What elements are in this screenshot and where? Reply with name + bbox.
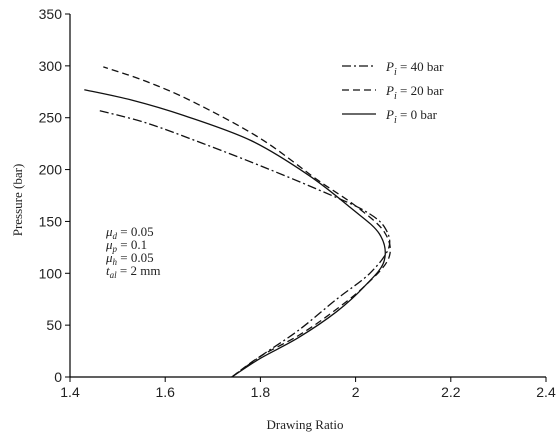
series-line-2 xyxy=(103,66,391,378)
x-ticks: 1.4 1.6 1.8 2 2.2 2.4 xyxy=(60,377,556,400)
x-axis-title: Drawing Ratio xyxy=(267,417,344,432)
legend-entry: Pi = 0 bar xyxy=(385,107,438,126)
parameter-annotation: μd = 0.05 xyxy=(105,224,154,241)
x-tick-label: 1.6 xyxy=(155,384,175,400)
plot-area xyxy=(69,14,546,378)
series-line-1 xyxy=(98,109,391,378)
parameter-annotation: μh = 0.05 xyxy=(105,250,154,267)
y-tick-label: 150 xyxy=(39,213,63,229)
x-tick-label: 1.8 xyxy=(251,384,271,400)
y-tick-label: 100 xyxy=(39,265,63,281)
y-ticks: 0 50 100 150 200 250 300 350 xyxy=(39,6,70,385)
parameter-annotation: μp = 0.1 xyxy=(105,237,147,254)
y-tick-label: 350 xyxy=(39,6,63,22)
x-tick-label: 2 xyxy=(352,384,360,400)
series-line-3 xyxy=(84,89,386,378)
x-tick-label: 2.4 xyxy=(536,384,556,400)
parameter-annotation: tal = 2 mm xyxy=(106,263,160,280)
series-group xyxy=(84,66,391,378)
y-tick-label: 300 xyxy=(39,58,63,74)
x-tick-label: 1.4 xyxy=(60,384,80,400)
legend-entry: Pi = 20 bar xyxy=(385,83,444,102)
y-tick-label: 0 xyxy=(54,369,62,385)
x-tick-label: 2.2 xyxy=(441,384,461,400)
y-tick-label: 250 xyxy=(39,110,63,126)
legend-entry: Pi = 40 bar xyxy=(385,59,444,78)
y-axis-title: Pressure (bar) xyxy=(10,164,25,237)
y-tick-label: 200 xyxy=(39,162,63,178)
legend: Pi = 40 bar Pi = 20 bar Pi = 0 bar xyxy=(342,59,444,126)
y-tick-label: 50 xyxy=(46,317,62,333)
